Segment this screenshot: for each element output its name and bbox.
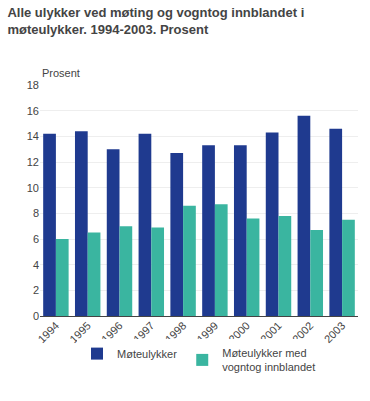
svg-text:12: 12	[27, 156, 39, 168]
svg-text:8: 8	[33, 207, 39, 219]
svg-text:1997: 1997	[130, 319, 157, 346]
svg-text:2001: 2001	[258, 319, 284, 346]
svg-text:1995: 1995	[67, 319, 93, 346]
svg-text:2002: 2002	[289, 319, 316, 346]
svg-text:16: 16	[27, 105, 39, 117]
svg-text:6: 6	[33, 233, 39, 245]
svg-text:2: 2	[33, 284, 39, 296]
svg-text:1996: 1996	[99, 319, 125, 346]
svg-text:10: 10	[27, 182, 39, 194]
svg-text:Møteulykker medvogntog innblan: Møteulykker medvogntog innblandet	[222, 347, 315, 373]
svg-text:Alle ulykker ved møting og vog: Alle ulykker ved møting og vogntog innbl…	[7, 5, 304, 37]
svg-text:14: 14	[27, 130, 39, 142]
svg-text:Møteulykker: Møteulykker	[117, 348, 177, 360]
svg-text:2003: 2003	[322, 319, 348, 345]
svg-text:1999: 1999	[194, 319, 221, 346]
svg-text:1998: 1998	[162, 319, 189, 346]
svg-text:Prosent: Prosent	[42, 67, 80, 79]
svg-text:2000: 2000	[226, 319, 252, 346]
svg-text:0: 0	[33, 310, 39, 322]
svg-text:4: 4	[33, 259, 39, 271]
svg-text:1994: 1994	[35, 319, 61, 345]
svg-text:18: 18	[27, 79, 39, 91]
